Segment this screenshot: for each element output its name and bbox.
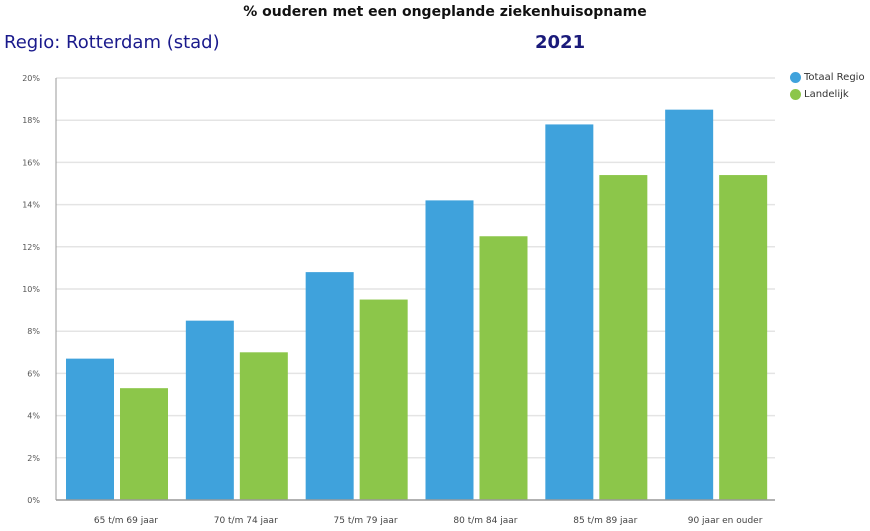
legend-swatch bbox=[790, 89, 801, 100]
x-tick-label: 70 t/m 74 jaar bbox=[214, 516, 278, 526]
legend-item-totaal-regio[interactable]: Totaal Regio bbox=[790, 72, 865, 83]
y-tick-label: 14% bbox=[22, 201, 40, 210]
chart-title: % ouderen met een ongeplande ziekenhuiso… bbox=[243, 4, 647, 20]
x-tick-label: 80 t/m 84 jaar bbox=[453, 516, 517, 526]
bar-totaal-regio bbox=[425, 200, 474, 500]
legend-label: Landelijk bbox=[804, 89, 849, 100]
bar-landelijk bbox=[599, 175, 648, 500]
bar-landelijk bbox=[239, 352, 288, 500]
year-label: 2021 bbox=[535, 32, 586, 53]
bar-landelijk bbox=[479, 236, 528, 500]
y-tick-label: 2% bbox=[27, 454, 40, 463]
x-tick-label: 65 t/m 69 jaar bbox=[94, 516, 158, 526]
x-tick-label: 85 t/m 89 jaar bbox=[573, 516, 637, 526]
y-tick-label: 8% bbox=[27, 327, 40, 336]
legend-swatch bbox=[790, 72, 801, 83]
bar-totaal-regio bbox=[305, 272, 354, 500]
bar-totaal-regio bbox=[545, 124, 594, 501]
y-tick-label: 18% bbox=[22, 116, 40, 125]
bar-landelijk bbox=[719, 175, 768, 500]
x-tick-label: 90 jaar en ouder bbox=[688, 516, 763, 526]
bar-landelijk bbox=[120, 388, 168, 500]
bar-totaal-regio bbox=[185, 320, 234, 500]
bar-totaal-regio bbox=[66, 358, 114, 500]
bar-totaal-regio bbox=[665, 109, 714, 501]
region-label: Regio: Rotterdam (stad) bbox=[4, 32, 220, 53]
bar-landelijk bbox=[359, 299, 408, 500]
legend-item-landelijk[interactable]: Landelijk bbox=[790, 89, 849, 100]
y-tick-label: 0% bbox=[27, 496, 40, 505]
y-tick-label: 10% bbox=[22, 285, 40, 294]
y-tick-label: 16% bbox=[22, 158, 40, 167]
x-tick-label: 75 t/m 79 jaar bbox=[334, 516, 398, 526]
y-tick-label: 6% bbox=[27, 369, 40, 378]
y-tick-label: 20% bbox=[22, 74, 40, 83]
y-tick-label: 4% bbox=[27, 412, 40, 421]
legend-label: Totaal Regio bbox=[804, 72, 865, 83]
y-tick-label: 12% bbox=[22, 243, 40, 252]
